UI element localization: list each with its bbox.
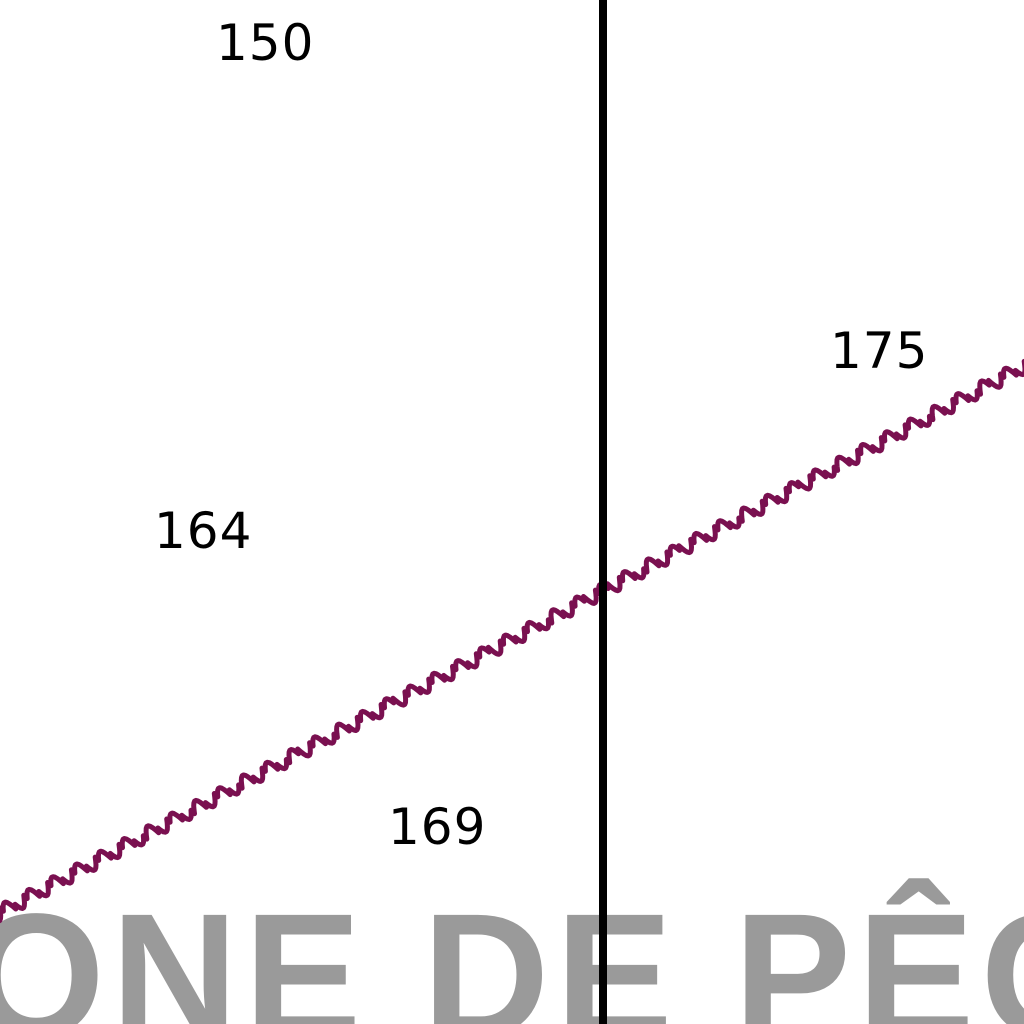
depth-sounding-175: 175 [830,322,929,380]
depth-sounding-164: 164 [154,502,253,560]
fishing-zone-label: ONE DE PÊCH [0,878,1024,1024]
boundary-line [599,0,607,1024]
depth-sounding-169: 169 [388,798,487,856]
submarine-cable-line [0,358,1024,924]
depth-sounding-150: 150 [216,14,315,72]
